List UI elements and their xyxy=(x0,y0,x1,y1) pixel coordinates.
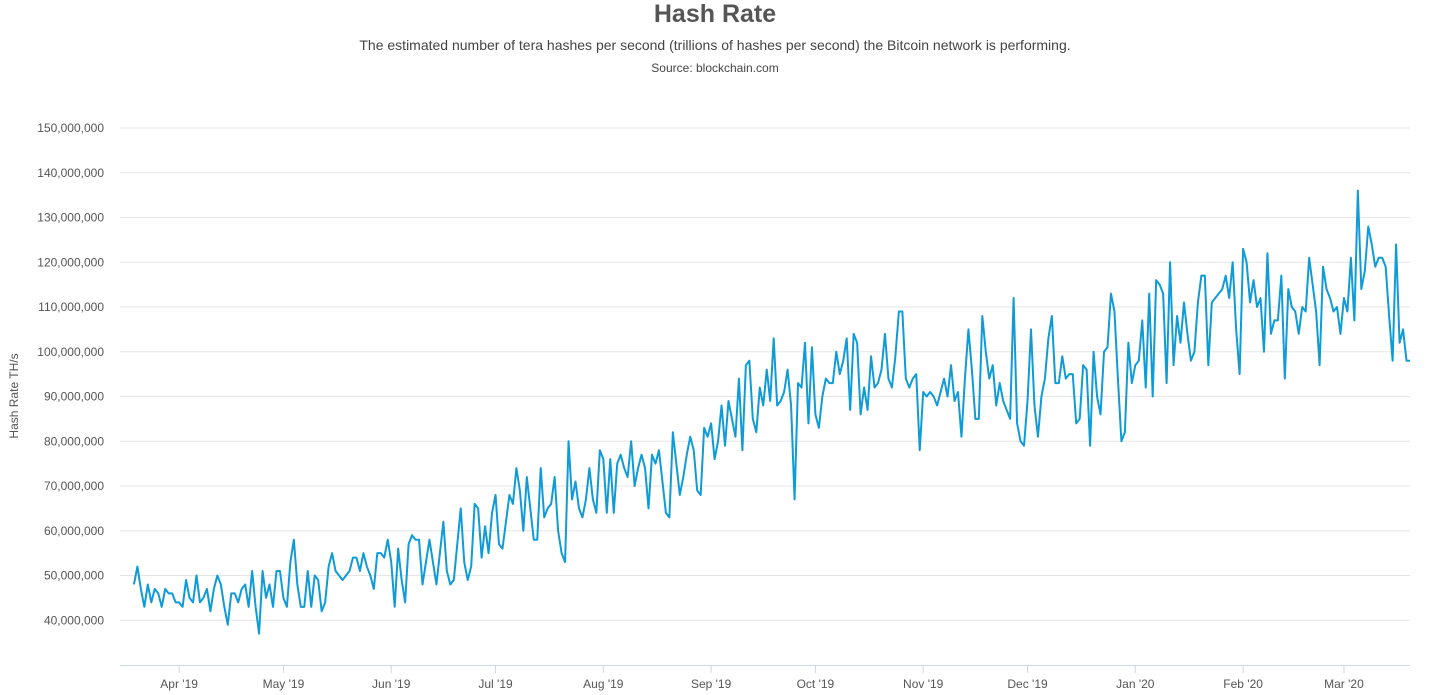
x-tick-label: Apr '19 xyxy=(160,677,198,691)
x-tick-label: Jan '20 xyxy=(1116,677,1155,691)
x-tick-label: Oct '19 xyxy=(797,677,835,691)
y-tick-label: 70,000,000 xyxy=(44,479,104,493)
y-tick-label: 100,000,000 xyxy=(37,345,104,359)
x-tick-label: Jun '19 xyxy=(372,677,411,691)
chart-subtitle: The estimated number of tera hashes per … xyxy=(359,37,1071,53)
y-tick-label: 150,000,000 xyxy=(37,121,104,135)
y-axis-label: Hash Rate TH/s xyxy=(7,353,21,438)
y-tick-label: 80,000,000 xyxy=(44,434,104,448)
chart-title: Hash Rate xyxy=(653,0,777,28)
x-tick-label: Sep '19 xyxy=(691,677,732,691)
x-tick-label: Feb '20 xyxy=(1223,677,1263,691)
x-tick-label: May '19 xyxy=(263,677,305,691)
y-tick-label: 120,000,000 xyxy=(37,255,104,269)
x-tick-label: Mar '20 xyxy=(1324,677,1364,691)
series-line xyxy=(132,189,1410,635)
y-tick-label: 40,000,000 xyxy=(44,613,104,627)
x-tick-label: Nov '19 xyxy=(903,677,944,691)
x-tick-label: Dec '19 xyxy=(1007,677,1048,691)
grid-lines xyxy=(120,127,1410,621)
series-layer xyxy=(132,189,1410,635)
x-tick-label: Jul '19 xyxy=(478,677,513,691)
x-tick-label: Aug '19 xyxy=(583,677,624,691)
y-tick-label: 140,000,000 xyxy=(37,166,104,180)
y-tick-label: 90,000,000 xyxy=(44,390,104,404)
x-axis-ticks: Apr '19 May '19 Jun '19 Jul '19 Aug '19 Sep '… xyxy=(160,665,1364,691)
y-tick-label: 110,000,000 xyxy=(38,300,104,314)
y-axis-ticks: 40,000,000 50,000,000 60,000,000 70,000,000… xyxy=(37,121,104,627)
y-tick-label: 130,000,000 xyxy=(37,211,104,225)
y-tick-label: 50,000,000 xyxy=(44,569,104,583)
y-tick-label: 60,000,000 xyxy=(44,524,104,538)
chart-source: Source: blockchain.com xyxy=(651,61,779,75)
